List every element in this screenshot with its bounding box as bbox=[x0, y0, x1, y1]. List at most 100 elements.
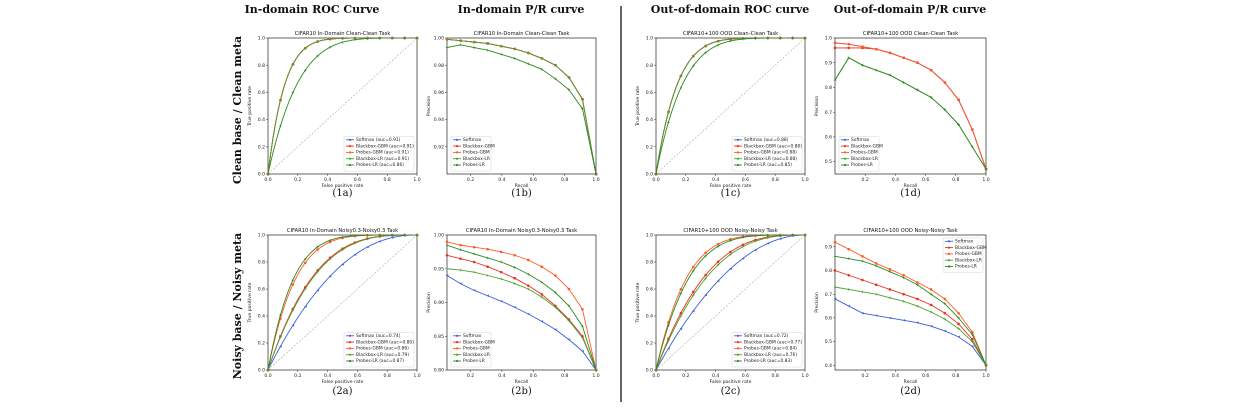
data-point bbox=[366, 237, 369, 241]
data-point bbox=[554, 328, 557, 331]
legend-marker bbox=[455, 138, 459, 141]
y-tick-label: 0.0 bbox=[646, 368, 653, 374]
data-point bbox=[554, 63, 557, 67]
data-point bbox=[729, 237, 732, 241]
legend: SoftmaxBlackbox-GBMProbes-GBMBlackbox-LR… bbox=[942, 237, 987, 273]
legend-label: Blackbox-GBM bbox=[955, 245, 987, 251]
data-point bbox=[472, 270, 476, 274]
data-point bbox=[916, 297, 919, 301]
panel-caption: (2d) bbox=[900, 386, 921, 397]
data-point bbox=[902, 292, 905, 296]
legend-marker bbox=[843, 138, 847, 141]
data-point bbox=[513, 276, 517, 280]
data-point bbox=[513, 282, 517, 285]
data-point bbox=[472, 289, 476, 292]
data-point bbox=[833, 269, 837, 272]
legend-marker bbox=[455, 145, 459, 148]
x-tick-label: 0.2 bbox=[467, 373, 474, 379]
legend-label: Blackbox-GBM bbox=[851, 143, 883, 149]
panel-2b: CIFAR10 In-Domain Noisy0.3-Noisy0.3 Task… bbox=[426, 228, 600, 397]
y-axis-label: Precision bbox=[426, 96, 432, 117]
data-point bbox=[540, 293, 544, 296]
series-line-probes-lr bbox=[447, 244, 596, 370]
legend-label: Probes-GBM bbox=[851, 150, 878, 156]
series-line-softmax bbox=[447, 275, 596, 370]
legend-label: Probes-LR bbox=[955, 264, 977, 270]
data-point bbox=[390, 233, 394, 237]
series-line-probes-gbm bbox=[835, 42, 986, 170]
y-tick-label: 1.0 bbox=[258, 36, 265, 42]
legend-label: Probes-LR (auc=0.87) bbox=[356, 358, 404, 364]
x-tick-label: 0.2 bbox=[862, 373, 869, 379]
y-tick-label: 0.90 bbox=[434, 300, 444, 306]
data-point bbox=[970, 330, 974, 334]
panel-title: CIFAR10 In-Domain Noisy0.3-Noisy0.3 Task bbox=[287, 228, 398, 234]
data-point bbox=[874, 68, 878, 72]
legend-box bbox=[838, 136, 880, 172]
data-point bbox=[540, 320, 544, 323]
data-point bbox=[943, 297, 947, 301]
data-point bbox=[303, 46, 307, 50]
data-point bbox=[943, 317, 947, 321]
data-point bbox=[729, 239, 732, 242]
legend-box bbox=[942, 237, 984, 273]
x-tick-label: 0.4 bbox=[712, 177, 719, 183]
data-point bbox=[970, 345, 974, 348]
legend-label: Probes-LR bbox=[463, 162, 485, 168]
column-header-2: In-domain P/R curve bbox=[458, 3, 585, 16]
x-tick-label: 0.2 bbox=[467, 177, 474, 183]
data-point bbox=[353, 253, 357, 256]
data-point bbox=[691, 309, 695, 313]
data-point bbox=[970, 340, 974, 343]
data-point bbox=[704, 277, 707, 280]
legend-marker bbox=[843, 163, 847, 167]
x-tick-label: 0.0 bbox=[652, 177, 659, 183]
y-tick-label: 0.4 bbox=[258, 117, 265, 123]
legend-marker bbox=[455, 334, 459, 337]
data-point bbox=[403, 36, 406, 40]
data-point bbox=[279, 98, 282, 102]
y-tick-label: 0.92 bbox=[434, 144, 444, 150]
series-line-blackbox-lr bbox=[447, 268, 596, 370]
data-point bbox=[716, 39, 720, 43]
data-point bbox=[970, 128, 974, 131]
data-point bbox=[526, 272, 530, 276]
legend-marker bbox=[736, 341, 740, 344]
data-point bbox=[741, 243, 745, 247]
data-point bbox=[328, 37, 332, 41]
data-point bbox=[499, 299, 503, 303]
data-point bbox=[741, 257, 745, 260]
data-point bbox=[540, 57, 544, 60]
x-tick-label: 0.8 bbox=[772, 373, 779, 379]
x-tick-label: 1.0 bbox=[592, 373, 599, 379]
y-tick-label: 0.4 bbox=[646, 117, 653, 123]
data-point bbox=[472, 40, 476, 44]
data-point bbox=[654, 172, 658, 176]
data-point bbox=[415, 36, 419, 40]
series-line-probes-lr bbox=[447, 44, 596, 174]
legend-label: Probes-GBM (auc=0.88) bbox=[744, 150, 797, 156]
legend-marker bbox=[736, 334, 740, 337]
data-point bbox=[486, 256, 489, 260]
data-point bbox=[459, 268, 462, 272]
data-point bbox=[581, 324, 584, 328]
data-point bbox=[874, 264, 878, 268]
data-point bbox=[874, 314, 878, 317]
data-point bbox=[554, 291, 557, 294]
legend: SoftmaxBlackbox-GBMProbes-GBMBlackbox-LR… bbox=[450, 136, 495, 172]
data-point bbox=[316, 289, 319, 292]
data-point bbox=[513, 253, 517, 257]
data-point bbox=[929, 288, 933, 291]
panel-caption: (2a) bbox=[332, 386, 352, 397]
data-point bbox=[957, 123, 960, 126]
data-point bbox=[353, 38, 357, 42]
data-point bbox=[291, 63, 295, 66]
data-point bbox=[957, 98, 960, 102]
data-point bbox=[526, 62, 530, 66]
legend-marker bbox=[843, 145, 847, 148]
legend-box bbox=[731, 136, 803, 172]
data-point bbox=[279, 335, 282, 339]
data-point bbox=[916, 321, 919, 324]
data-point bbox=[766, 242, 770, 245]
x-tick-label: 0.0 bbox=[652, 373, 659, 379]
